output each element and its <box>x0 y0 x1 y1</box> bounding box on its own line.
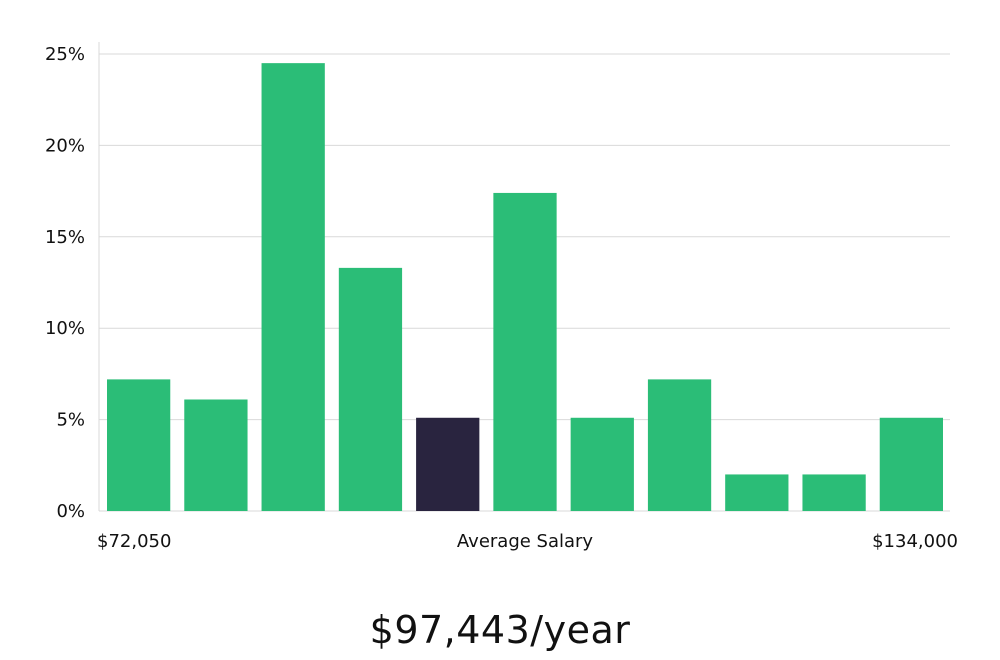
salary-histogram: 0%5%10%15%20%25% $72,050 Average Salary … <box>45 42 958 552</box>
bar <box>338 267 403 511</box>
bar <box>107 379 171 511</box>
highlighted-bar <box>416 417 480 511</box>
bar <box>570 417 634 511</box>
y-tick-label: 20% <box>45 135 85 156</box>
bars <box>107 63 943 512</box>
y-axis-ticks: 0% 5% 10% 15% 20% 25% <box>45 44 85 522</box>
bar <box>493 192 557 512</box>
x-max-label: $134,000 <box>872 531 958 552</box>
bar <box>647 379 712 511</box>
x-min-label: $72,050 <box>97 531 171 552</box>
bar <box>725 474 789 511</box>
y-tick-label: 5% <box>56 410 85 431</box>
x-axis-title: Average Salary <box>457 531 594 552</box>
bar <box>261 63 325 511</box>
bar <box>184 399 248 511</box>
y-tick-label: 0% <box>56 501 85 522</box>
bar <box>802 474 866 511</box>
y-tick-label: 25% <box>45 44 85 65</box>
y-tick-label: 10% <box>45 318 85 339</box>
y-tick-label: 15% <box>45 227 85 248</box>
bar <box>879 417 943 511</box>
average-salary-value: $97,443/year <box>369 608 631 652</box>
